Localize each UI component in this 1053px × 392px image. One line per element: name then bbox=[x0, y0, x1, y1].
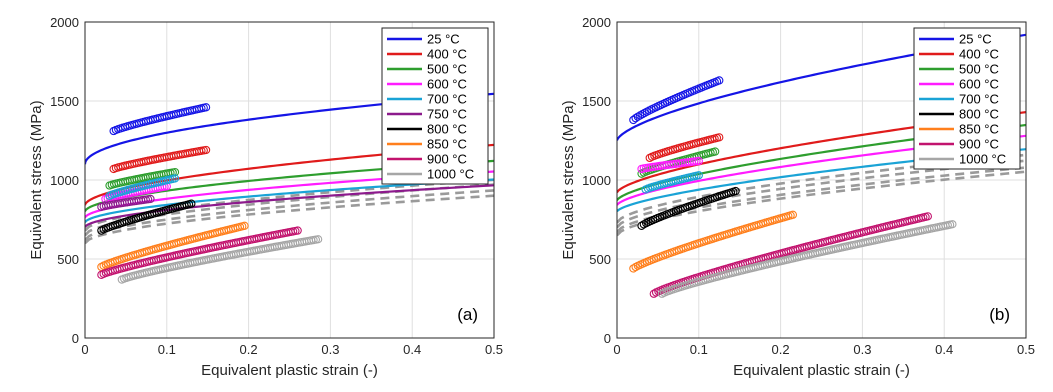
panel-a: 0 0.1 0.2 0.3 0.4 0.5 0 500 1000 1500 2000 Equivale… bbox=[28, 15, 503, 379]
x-tick-label: 0.2 bbox=[240, 342, 258, 357]
data-point bbox=[313, 235, 323, 244]
y-tick-label: 1000 bbox=[582, 173, 611, 188]
legend-entry: 700 °C bbox=[427, 92, 467, 107]
panel-b: 0 0.1 0.2 0.3 0.4 0.5 0 500 1000 1500 2000 Equivale… bbox=[560, 15, 1035, 379]
y-tick-label: 0 bbox=[72, 331, 79, 346]
x-tick-label: 0.4 bbox=[403, 342, 421, 357]
data-point bbox=[694, 156, 703, 166]
data-point bbox=[293, 226, 302, 235]
data-point bbox=[715, 133, 724, 142]
legend-entry: 800 °C bbox=[427, 122, 467, 137]
legend-entry: 500 °C bbox=[959, 62, 999, 77]
legend-entry: 800 °C bbox=[959, 107, 999, 122]
fit-line bbox=[85, 184, 494, 228]
data-point bbox=[633, 112, 643, 121]
x-tick-label: 0.3 bbox=[853, 342, 871, 357]
plot-content bbox=[85, 92, 494, 284]
x-tick-label: 0.4 bbox=[935, 342, 953, 357]
data-point bbox=[201, 145, 211, 155]
legend-entry: 400 °C bbox=[959, 47, 999, 62]
dashed-fit-line bbox=[85, 194, 494, 245]
axes-box bbox=[616, 21, 1027, 339]
panel-label: (a) bbox=[457, 305, 478, 324]
dashed-fit-line bbox=[617, 166, 1026, 234]
data-point bbox=[731, 186, 740, 196]
x-tick-label: 0.5 bbox=[485, 342, 503, 357]
legend-entry: 1000 °C bbox=[427, 167, 474, 182]
fit-line bbox=[85, 178, 494, 223]
x-tick-label: 0.5 bbox=[1017, 342, 1035, 357]
x-tick-label: 0 bbox=[613, 342, 620, 357]
x-tick-label: 0.3 bbox=[321, 342, 339, 357]
x-tick-label: 0.2 bbox=[772, 342, 790, 357]
data-point bbox=[711, 147, 720, 156]
data-point bbox=[923, 212, 932, 221]
legend-entry: 900 °C bbox=[959, 137, 999, 152]
legend-entry: 25 °C bbox=[959, 32, 992, 47]
x-tick-label: 0.1 bbox=[690, 342, 708, 357]
y-axis-label: Equivalent stress (MPa) bbox=[28, 100, 45, 259]
legend-entry: 600 °C bbox=[427, 77, 467, 92]
data-point bbox=[631, 114, 640, 123]
data-point bbox=[788, 210, 798, 219]
legend-entry: 850 °C bbox=[427, 137, 467, 152]
legend-entry: 600 °C bbox=[959, 77, 999, 92]
data-point bbox=[948, 220, 957, 229]
y-axis-label: Equivalent stress (MPa) bbox=[560, 100, 577, 259]
x-axis-label: Equivalent plastic strain (-) bbox=[201, 362, 378, 379]
x-tick-label: 0 bbox=[81, 342, 88, 357]
data-point bbox=[201, 103, 211, 112]
dashed-fit-line bbox=[85, 189, 494, 241]
data-point bbox=[694, 171, 703, 180]
data-point bbox=[240, 221, 249, 230]
x-tick-label: 0.1 bbox=[158, 342, 176, 357]
data-point bbox=[170, 174, 180, 183]
data-point bbox=[187, 199, 196, 208]
legend-entry: 25 °C bbox=[427, 32, 460, 47]
y-tick-label: 1000 bbox=[50, 173, 79, 188]
data-point bbox=[146, 194, 155, 204]
data-point bbox=[637, 221, 646, 230]
legend-entry: 850 °C bbox=[959, 122, 999, 137]
y-tick-label: 500 bbox=[57, 252, 79, 267]
data-point bbox=[629, 264, 638, 273]
legend-entry: 900 °C bbox=[427, 152, 467, 167]
panel-label: (b) bbox=[989, 305, 1010, 324]
y-tick-label: 1500 bbox=[50, 94, 79, 109]
y-tick-label: 500 bbox=[589, 252, 611, 267]
y-tick-label: 1500 bbox=[582, 94, 611, 109]
legend-entry: 400 °C bbox=[427, 47, 467, 62]
x-axis-label: Equivalent plastic strain (-) bbox=[733, 362, 910, 379]
legend-entry: 750 °C bbox=[427, 107, 467, 122]
y-tick-label: 0 bbox=[604, 331, 611, 346]
legend-entry: 700 °C bbox=[959, 92, 999, 107]
dashed-fit-line bbox=[617, 170, 1026, 237]
legend-entry: 500 °C bbox=[427, 62, 467, 77]
legend-entry: 1000 °C bbox=[959, 152, 1006, 167]
y-tick-label: 2000 bbox=[50, 15, 79, 30]
axes-box bbox=[84, 21, 495, 339]
data-point bbox=[715, 76, 724, 85]
y-tick-label: 2000 bbox=[582, 15, 611, 30]
data-point bbox=[649, 289, 658, 298]
